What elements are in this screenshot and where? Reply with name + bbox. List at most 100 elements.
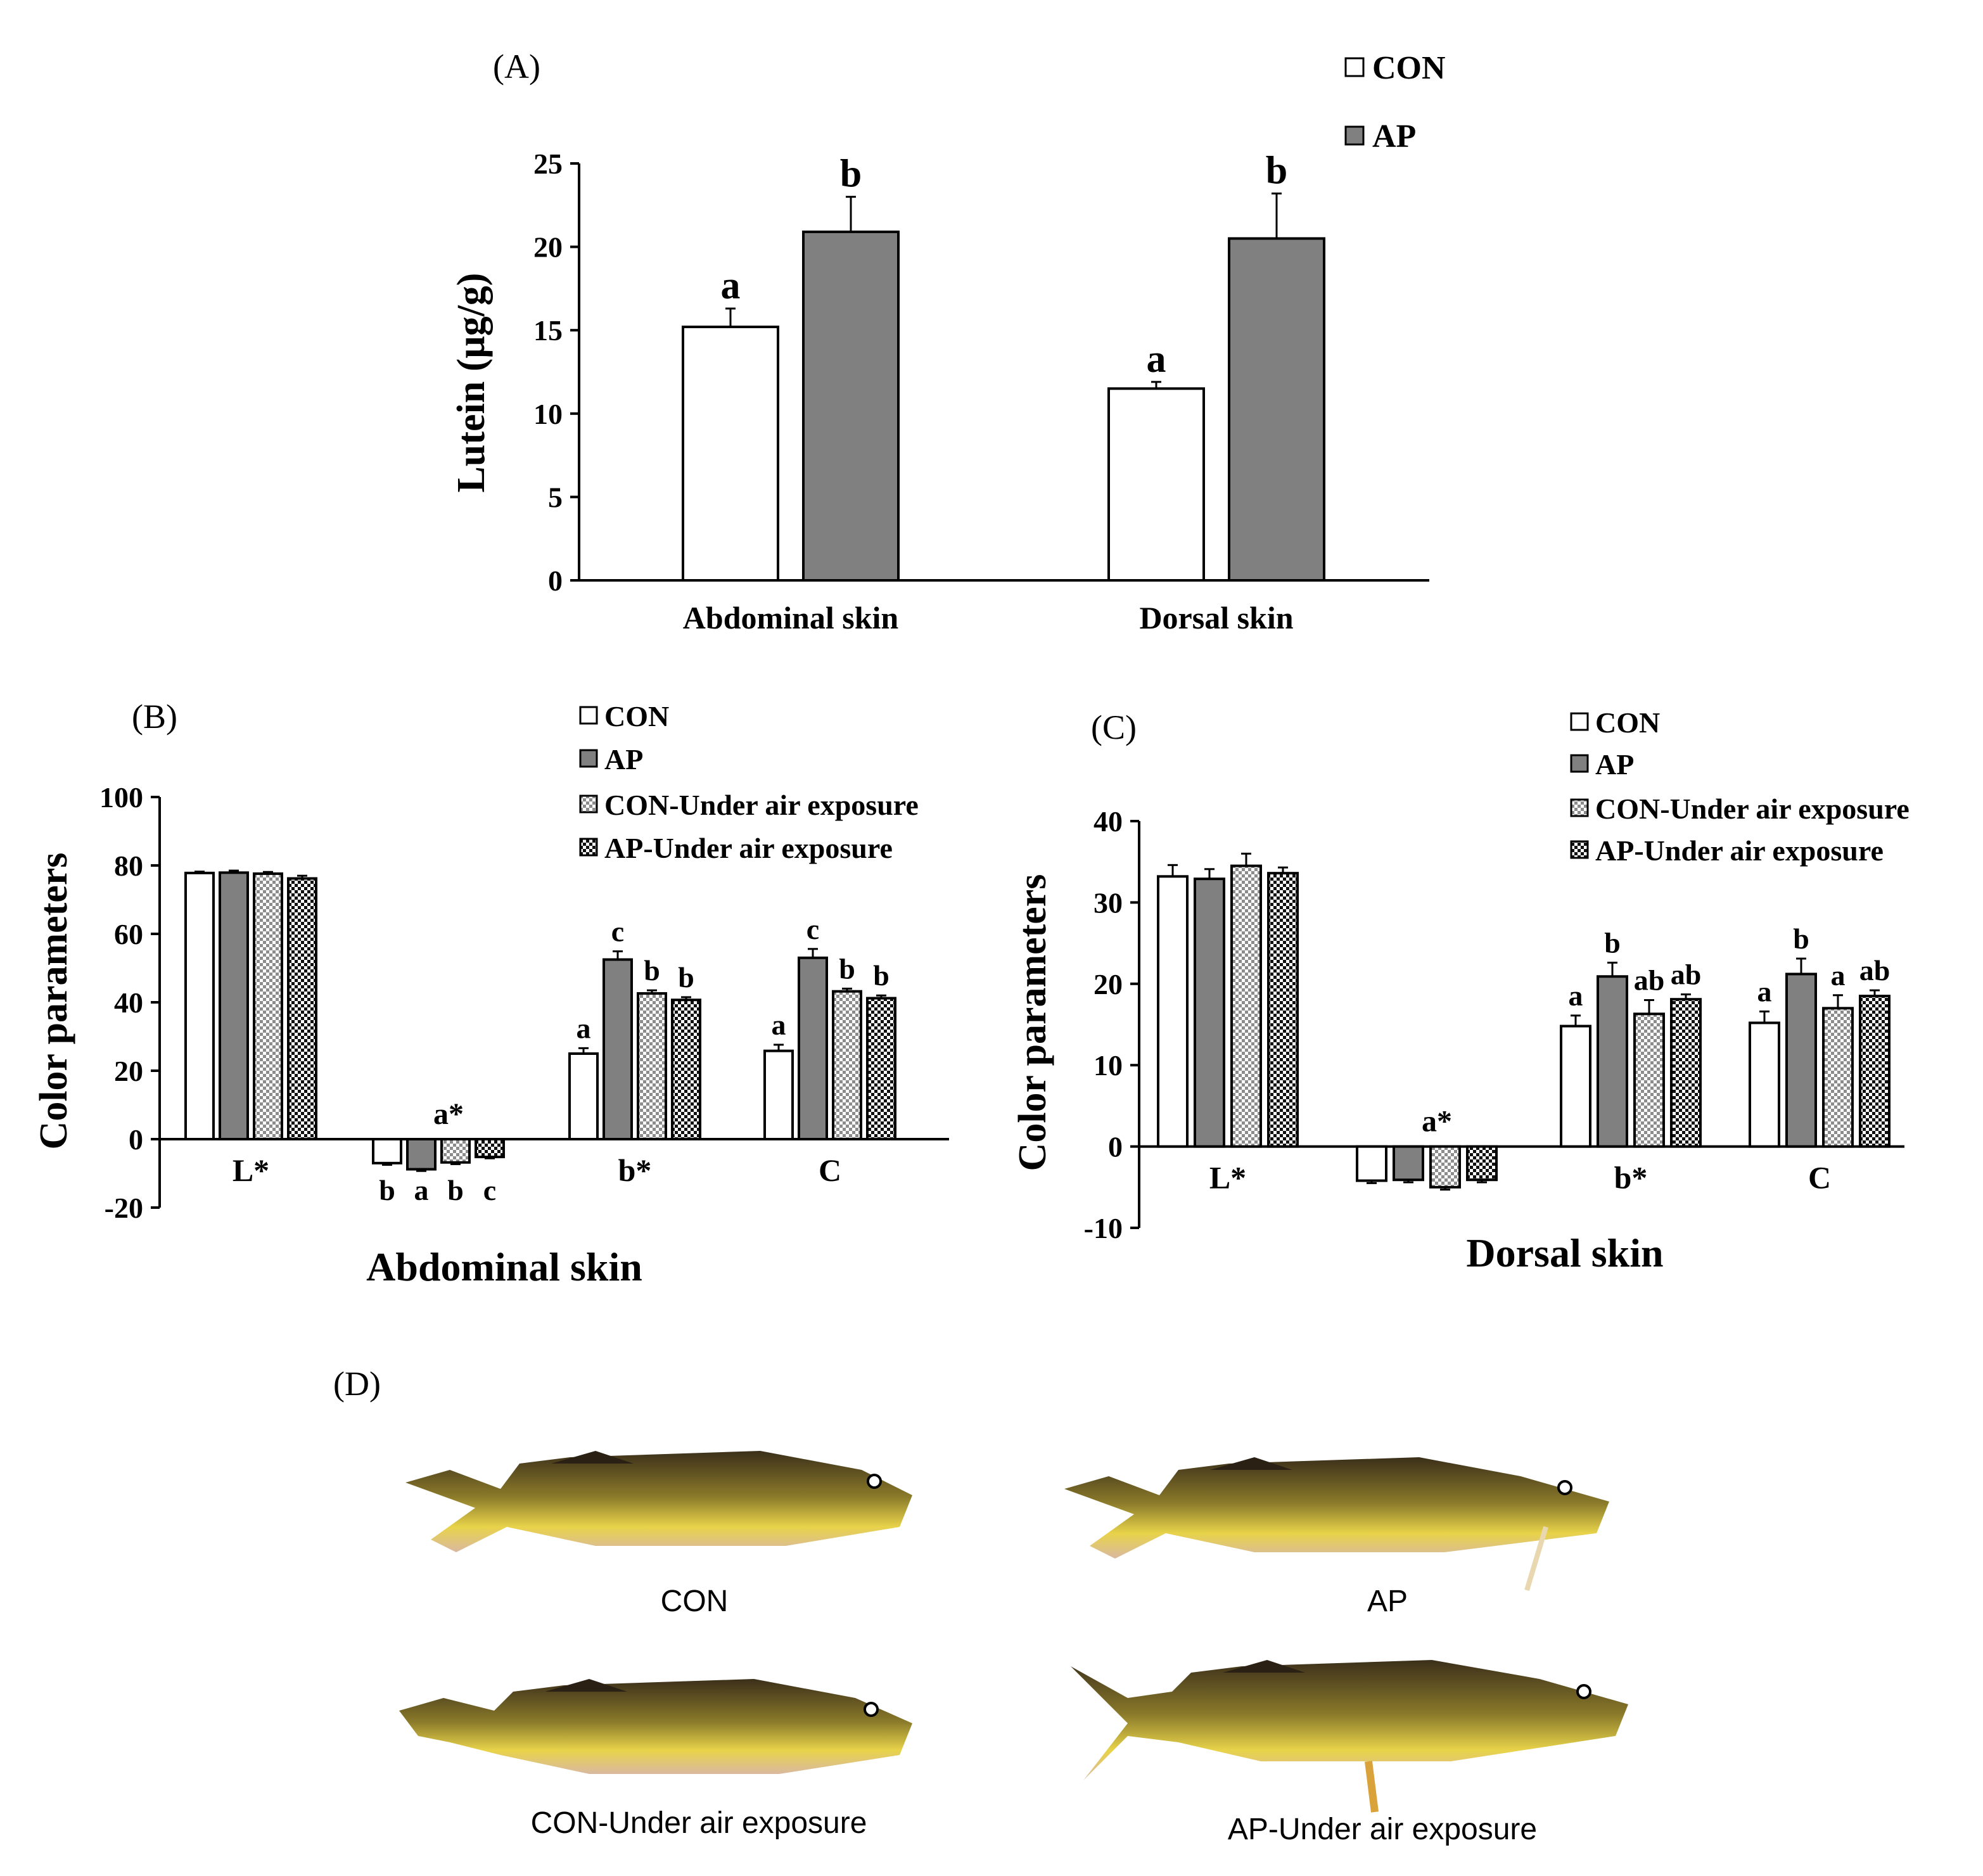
bar-con xyxy=(1157,875,1189,1148)
panel-a-legend: CON AP xyxy=(1344,50,1446,155)
x-category-label: C xyxy=(1808,1160,1831,1196)
bar-ap xyxy=(798,956,828,1141)
legend-swatch-ap xyxy=(1570,754,1589,773)
bar-con xyxy=(1749,1021,1780,1148)
legend-swatch-ap-air xyxy=(579,838,598,857)
panel-a-plot: 0 5 10 15 20 25 a b Abdominal skin a b Dorsal skin xyxy=(533,148,1429,635)
bar-con xyxy=(372,1138,402,1165)
y-tick-label: -10 xyxy=(1084,1212,1123,1244)
significance-letter: c xyxy=(611,916,624,948)
significance-letter: a xyxy=(1147,338,1166,381)
bar-con xyxy=(1356,1145,1387,1182)
y-tick-label: 60 xyxy=(114,918,143,950)
significance-letter: ab xyxy=(1859,954,1891,986)
bar-ap xyxy=(1228,237,1325,582)
legend-label-ap: AP xyxy=(1595,748,1634,781)
panel-c: (C) Color parameters Dorsal skin CON AP … xyxy=(1011,706,1910,1275)
bar-ap xyxy=(1785,973,1817,1148)
panel-c-label: (C) xyxy=(1091,708,1137,746)
panel-b: (B) Color parameters Abdominal skin CON … xyxy=(32,698,949,1289)
bar-con xyxy=(763,1049,794,1141)
panel-d: (D) CON AP CON-Under air exposure AP-Und… xyxy=(333,1365,1628,1846)
bar-ap xyxy=(1393,1145,1424,1182)
bar-con-under-air-exposure xyxy=(1230,864,1262,1148)
bar-ap-under-air-exposure xyxy=(1267,872,1299,1148)
legend-label-ap: AP xyxy=(1372,118,1416,155)
y-tick-label: 40 xyxy=(114,986,143,1019)
legend-label-ap-air: AP-Under air exposure xyxy=(604,832,893,864)
y-tick-label: -20 xyxy=(105,1192,143,1224)
bar-ap-under-air-exposure xyxy=(671,999,701,1140)
y-tick-label: 0 xyxy=(129,1123,143,1156)
y-tick-label: 100 xyxy=(99,781,143,814)
group-label: a* xyxy=(433,1097,464,1131)
bar-ap xyxy=(603,958,633,1140)
significance-letter: a xyxy=(772,1009,786,1041)
y-tick-label: 80 xyxy=(114,850,143,882)
y-tick-label: 10 xyxy=(533,398,563,430)
bar-con-under-air-exposure xyxy=(1822,1007,1854,1148)
bar-con-under-air-exposure xyxy=(253,872,283,1140)
legend-label-con: CON xyxy=(604,700,669,732)
bar-ap xyxy=(219,871,249,1140)
y-tick-label: 30 xyxy=(1094,886,1123,919)
panel-c-xtitle: Dorsal skin xyxy=(1466,1230,1663,1275)
y-tick-label: 0 xyxy=(548,565,563,597)
significance-letter: a xyxy=(414,1174,429,1206)
panel-b-legend: CON AP CON-Under air exposure AP-Under a… xyxy=(579,700,919,864)
group-label: a* xyxy=(1422,1105,1452,1139)
bar-ap-under-air-exposure xyxy=(1670,998,1702,1148)
panel-c-legend: CON AP CON-Under air exposure AP-Under a… xyxy=(1570,706,1910,867)
fish-photo xyxy=(1071,1660,1628,1813)
photo-caption-ap-air: AP-Under air exposure xyxy=(1228,1813,1537,1846)
legend-swatch-con-air xyxy=(1570,798,1589,817)
x-category-label: Abdominal skin xyxy=(683,600,899,635)
legend-label-con: CON xyxy=(1595,706,1660,739)
bar-con-under-air-exposure xyxy=(1633,1012,1665,1148)
bar-con xyxy=(184,871,215,1140)
significance-letter: b xyxy=(447,1174,464,1206)
fish-photo xyxy=(405,1451,912,1552)
bar-con-under-air-exposure xyxy=(637,992,667,1140)
significance-letter: a xyxy=(1831,959,1846,992)
significance-letter: b xyxy=(678,961,694,993)
panel-d-label: (D) xyxy=(333,1365,381,1403)
legend-swatch-con-air xyxy=(579,794,598,814)
legend-label-ap: AP xyxy=(604,743,643,775)
legend-swatch-ap xyxy=(579,749,598,768)
bar-ap xyxy=(802,230,900,582)
bar-ap xyxy=(1597,975,1628,1148)
panel-b-ylabel: Color parameters xyxy=(32,853,75,1150)
significance-letter: ab xyxy=(1671,958,1702,990)
legend-swatch-ap xyxy=(1344,125,1365,146)
panel-b-xtitle: Abdominal skin xyxy=(366,1244,642,1289)
photo-caption-ap: AP xyxy=(1367,1585,1408,1618)
significance-letter: a xyxy=(1569,979,1583,1012)
significance-letter: a xyxy=(721,264,741,307)
x-category-label: b* xyxy=(618,1152,652,1188)
photo-caption-con: CON xyxy=(661,1585,729,1618)
significance-letter: b xyxy=(1793,922,1809,955)
y-tick-label: 0 xyxy=(1108,1131,1123,1163)
fish-photo xyxy=(399,1679,912,1774)
legend-swatch-ap-air xyxy=(1570,840,1589,859)
bar-con xyxy=(568,1052,599,1140)
legend-swatch-con xyxy=(1344,57,1365,77)
y-tick-label: 10 xyxy=(1094,1049,1123,1082)
panel-b-label: (B) xyxy=(132,698,177,736)
bar-con-under-air-exposure xyxy=(832,990,862,1140)
y-tick-label: 5 xyxy=(548,481,563,513)
y-tick-label: 20 xyxy=(114,1055,143,1087)
bar-con xyxy=(1560,1024,1591,1148)
bar-ap-under-air-exposure xyxy=(1859,995,1891,1148)
y-tick-label: 20 xyxy=(1094,968,1123,1000)
fish-photo xyxy=(1064,1457,1609,1592)
bar-con xyxy=(1107,387,1205,582)
significance-letter: a xyxy=(577,1012,591,1044)
x-category-label: b* xyxy=(1614,1160,1648,1196)
significance-letter: ab xyxy=(1634,964,1665,996)
legend-label-con-air: CON-Under air exposure xyxy=(1595,793,1910,825)
